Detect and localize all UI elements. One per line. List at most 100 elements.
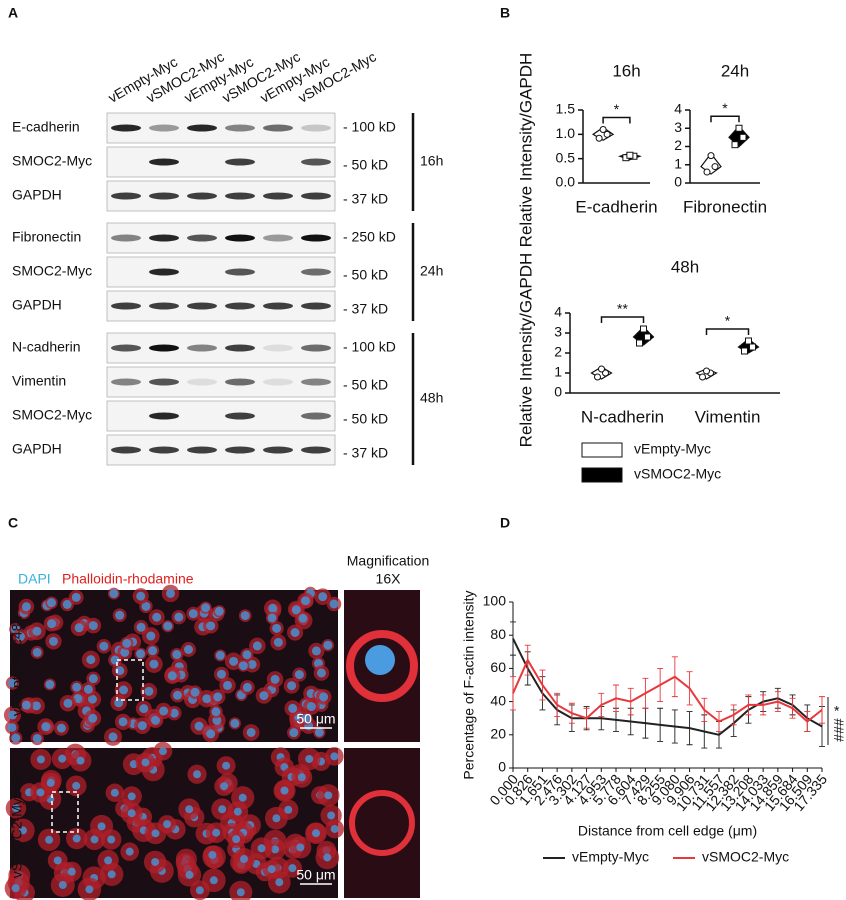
band — [149, 268, 179, 276]
nucleus — [118, 717, 128, 727]
band — [301, 158, 331, 166]
nucleus — [72, 682, 82, 692]
magnification-label: Magnification — [347, 553, 430, 569]
nucleus — [230, 718, 240, 728]
magnification-label: 16X — [376, 571, 402, 587]
nucleus — [163, 820, 172, 829]
nucleus — [74, 623, 84, 633]
nucleus — [327, 811, 336, 820]
y-tick-label: 80 — [490, 626, 506, 642]
legend-swatch — [581, 442, 623, 458]
y-tick-label: 40 — [490, 692, 506, 708]
significance-bracket — [710, 115, 740, 123]
y-tick-label: 4 — [674, 101, 682, 117]
nucleus — [136, 591, 146, 601]
nucleus — [115, 610, 125, 620]
nucleus — [122, 638, 132, 648]
nucleus — [188, 609, 198, 619]
nucleus — [222, 761, 231, 770]
nucleus — [314, 727, 324, 737]
band — [301, 412, 331, 420]
nucleus — [58, 754, 67, 763]
nucleus — [32, 626, 42, 636]
nucleus — [21, 700, 31, 710]
nucleus — [31, 701, 41, 711]
chart-title: 48h — [671, 257, 699, 276]
panel-letter: C — [8, 515, 18, 531]
nucleus — [53, 856, 62, 865]
size-label: - 37 kD — [343, 445, 388, 461]
band — [111, 234, 141, 242]
protein-label: SMOC2-Myc — [12, 153, 92, 169]
nucleus — [280, 786, 289, 795]
data-point — [703, 168, 711, 176]
nucleus — [71, 592, 81, 602]
significance-bracket — [600, 316, 645, 323]
protein-label: GAPDH — [12, 297, 62, 313]
nucleus — [195, 886, 204, 895]
band — [187, 446, 217, 454]
band — [111, 378, 141, 386]
band — [225, 124, 255, 132]
band — [225, 234, 255, 242]
x-axis-label: Distance from cell edge (μm) — [578, 823, 757, 839]
blot-strip — [106, 112, 336, 144]
y-axis-label: Percentage of F-actin intensity — [461, 590, 477, 779]
nucleus — [290, 628, 300, 638]
nucleus — [270, 674, 280, 684]
band — [301, 234, 331, 242]
nucleus — [63, 698, 73, 708]
data-point — [735, 124, 743, 132]
blot-strip — [106, 222, 336, 254]
protein-label: GAPDH — [12, 441, 62, 457]
size-label: - 50 kD — [343, 377, 388, 393]
nucleus — [323, 640, 333, 650]
significance-bracket — [705, 328, 750, 335]
band — [263, 344, 293, 352]
nucleus — [236, 888, 245, 897]
stain-label: Phalloidin-rhodamine — [62, 571, 194, 587]
size-label: - 250 kD — [343, 229, 396, 245]
nucleus — [329, 599, 339, 609]
blot-strip — [106, 146, 336, 178]
nucleus — [301, 713, 311, 723]
band — [301, 302, 331, 310]
nucleus — [297, 773, 306, 782]
data-point — [739, 133, 747, 141]
nucleus — [110, 788, 119, 797]
band — [111, 302, 141, 310]
band — [263, 234, 293, 242]
nucleus — [296, 843, 305, 852]
nucleus — [246, 727, 256, 737]
band — [301, 378, 331, 386]
category-label: E-cadherin — [575, 197, 657, 216]
nucleus — [88, 621, 98, 631]
band — [225, 446, 255, 454]
y-tick-label: 0 — [554, 384, 562, 400]
nucleus — [15, 632, 25, 642]
nucleus — [62, 599, 72, 609]
nucleus — [312, 829, 321, 838]
protein-label: Vimentin — [12, 373, 66, 389]
blot-strip — [106, 256, 336, 288]
nucleus — [148, 646, 158, 656]
protein-label: GAPDH — [12, 187, 62, 203]
nucleus — [229, 656, 239, 666]
time-label: 16h — [420, 153, 443, 169]
band — [149, 378, 179, 386]
y-tick-label: 60 — [490, 659, 506, 675]
panel-letter: B — [500, 5, 510, 21]
nucleus — [247, 659, 257, 669]
protein-label: E-cadherin — [12, 119, 80, 135]
nucleus — [185, 870, 194, 879]
band — [187, 124, 217, 132]
nucleus — [47, 598, 57, 608]
band — [225, 378, 255, 386]
nucleus — [214, 606, 224, 616]
significance: ** — [617, 301, 628, 317]
y-tick-label: 100 — [483, 593, 507, 609]
stain-label: DAPI — [18, 571, 51, 587]
nucleus — [32, 647, 42, 657]
nucleus — [211, 707, 221, 717]
